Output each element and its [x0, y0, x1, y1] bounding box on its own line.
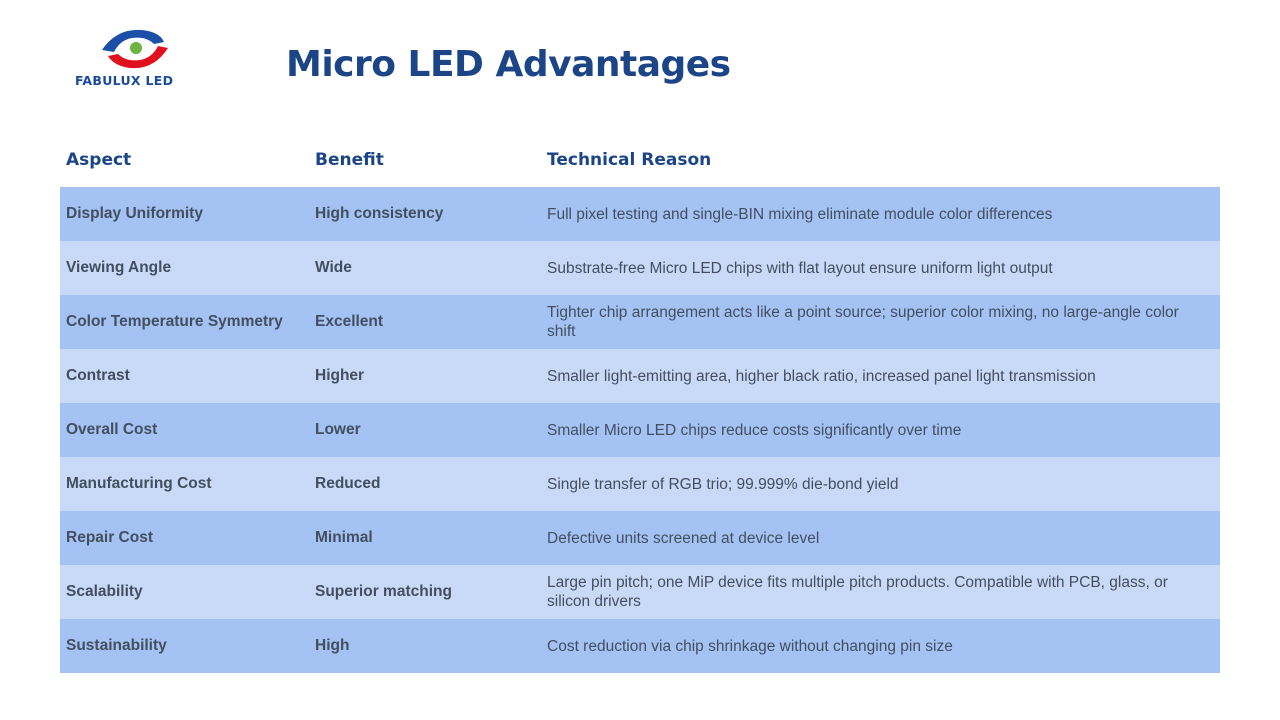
cell-aspect: Viewing Angle: [66, 259, 172, 276]
cell-technical-reason: Defective units screened at device level: [547, 529, 820, 547]
cell-technical-reason: Smaller Micro LED chips reduce costs sig…: [547, 421, 962, 439]
header-benefit: Benefit: [315, 150, 384, 170]
cell-benefit: High consistency: [315, 205, 444, 222]
cell-benefit: Lower: [315, 421, 361, 438]
advantages-table: Aspect Benefit Technical Reason Display …: [60, 133, 1220, 673]
cell-technical-reason: Full pixel testing and single-BIN mixing…: [547, 205, 1053, 223]
table-row: Display Uniformity High consistency Full p…: [60, 187, 1220, 241]
cell-benefit: Wide: [315, 259, 352, 276]
cell-aspect: Display Uniformity: [66, 205, 203, 222]
cell-aspect: Overall Cost: [66, 421, 158, 438]
cell-technical-reason: Cost reduction via chip shrinkage withou…: [547, 637, 953, 655]
table-row: Sustainability High Cost reduction via chi…: [60, 619, 1220, 673]
table-row: Overall Cost Lower Smaller Micro LED chips…: [60, 403, 1220, 457]
table-row: Viewing Angle Wide Substrate-free Micro LE…: [60, 241, 1220, 295]
cell-aspect: Manufacturing Cost: [66, 475, 212, 492]
table-header: Aspect Benefit Technical Reason: [60, 133, 1220, 187]
logo-mark-icon: [102, 29, 168, 69]
header-aspect: Aspect: [66, 150, 132, 170]
cell-aspect: Repair Cost: [66, 529, 153, 546]
logo-text: FABULUX LED: [75, 73, 174, 88]
table-row: Contrast Higher Smaller light-emitting are…: [60, 349, 1220, 403]
table-row: Scalability Superior matching Large pin pi…: [60, 565, 1220, 619]
cell-technical-reason: Tighter chip arrangement acts like a poi…: [547, 304, 1179, 340]
table-row: Manufacturing Cost Reduced Single transfer…: [60, 457, 1220, 511]
cell-benefit: Superior matching: [315, 583, 452, 600]
cell-aspect: Color Temperature Symmetry: [66, 313, 283, 330]
cell-aspect: Contrast: [66, 367, 130, 384]
cell-benefit: High: [315, 637, 350, 654]
cell-aspect: Sustainability: [66, 637, 167, 654]
page-title: Micro LED Advantages: [286, 44, 731, 85]
table-row: Color Temperature Symmetry Excellent Tight…: [60, 295, 1220, 349]
cell-technical-reason: Large pin pitch; one MiP device fits mul…: [547, 574, 1168, 610]
cell-benefit: Higher: [315, 367, 365, 384]
header-technical-reason: Technical Reason: [547, 149, 712, 170]
cell-aspect: Scalability: [66, 583, 143, 600]
table-row: Repair Cost Minimal Defective units screen…: [60, 511, 1220, 565]
fabulux-logo: FABULUX LED: [72, 26, 200, 90]
cell-technical-reason: Single transfer of RGB trio; 99.999% die…: [547, 475, 899, 493]
cell-technical-reason: Substrate-free Micro LED chips with flat…: [547, 259, 1053, 277]
cell-benefit: Excellent: [315, 313, 384, 330]
cell-benefit: Minimal: [315, 529, 373, 546]
cell-benefit: Reduced: [315, 475, 381, 492]
cell-technical-reason: Smaller light-emitting area, higher blac…: [547, 367, 1096, 385]
